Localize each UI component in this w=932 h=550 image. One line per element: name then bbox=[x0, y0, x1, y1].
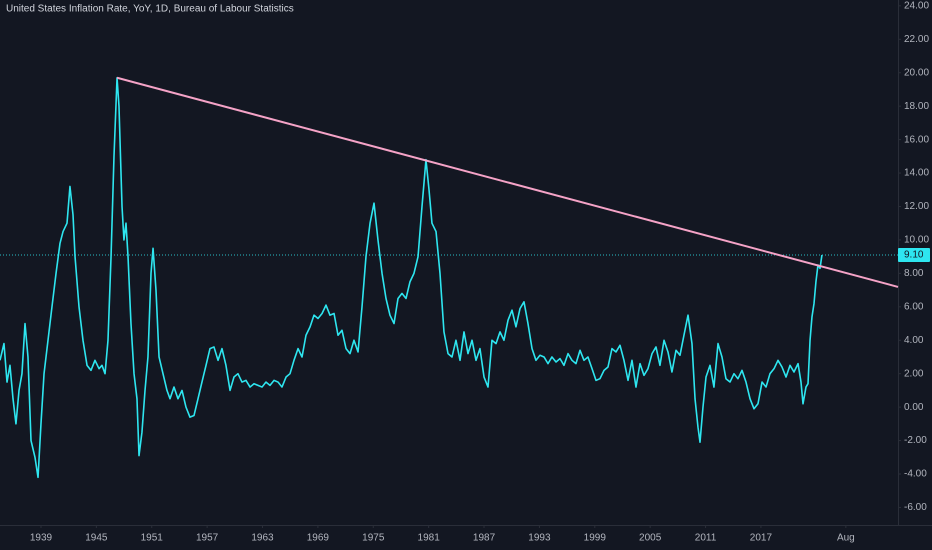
y-tick-label: 16.00 bbox=[904, 134, 929, 145]
y-tick-label: 20.00 bbox=[904, 67, 929, 78]
x-tick-label: 1957 bbox=[196, 533, 219, 544]
price-label: 9.10 bbox=[904, 250, 924, 261]
x-tick-label: Aug bbox=[837, 533, 855, 544]
y-tick-label: 14.00 bbox=[904, 168, 929, 179]
x-tick-label: 1981 bbox=[418, 533, 441, 544]
y-tick-label: -2.00 bbox=[904, 435, 927, 446]
chart-title: United States Inflation Rate, YoY, 1D, B… bbox=[6, 4, 294, 15]
y-tick-label: 0.00 bbox=[904, 402, 924, 413]
x-tick-label: 1945 bbox=[85, 533, 108, 544]
x-tick-label: 1939 bbox=[30, 533, 53, 544]
x-tick-label: 2017 bbox=[750, 533, 773, 544]
x-tick-label: 1951 bbox=[141, 533, 164, 544]
x-tick-label: 1963 bbox=[251, 533, 274, 544]
trend-line bbox=[116, 76, 899, 288]
x-tick-label: 1987 bbox=[473, 533, 496, 544]
y-tick-label: 12.00 bbox=[904, 201, 929, 212]
x-tick-label: 2005 bbox=[639, 533, 662, 544]
y-tick-label: 10.00 bbox=[904, 235, 929, 246]
price-label-box bbox=[898, 247, 930, 262]
x-tick-label: 1993 bbox=[528, 533, 551, 544]
y-tick-label: -6.00 bbox=[904, 502, 927, 513]
y-tick-label: 18.00 bbox=[904, 101, 929, 112]
data-line bbox=[0, 76, 823, 479]
x-tick-label: 1975 bbox=[362, 533, 385, 544]
x-tick-label: 1999 bbox=[584, 533, 607, 544]
y-tick-label: 6.00 bbox=[904, 301, 924, 312]
x-tick-label: 2011 bbox=[695, 533, 717, 544]
y-tick-label: 4.00 bbox=[904, 335, 924, 346]
y-tick-label: 24.00 bbox=[904, 0, 929, 11]
y-tick-label: -4.00 bbox=[904, 469, 927, 480]
y-tick-label: 2.00 bbox=[904, 368, 924, 379]
y-tick-label: 8.00 bbox=[904, 268, 924, 279]
x-tick-label: 1969 bbox=[307, 533, 330, 544]
y-tick-label: 22.00 bbox=[904, 34, 929, 45]
